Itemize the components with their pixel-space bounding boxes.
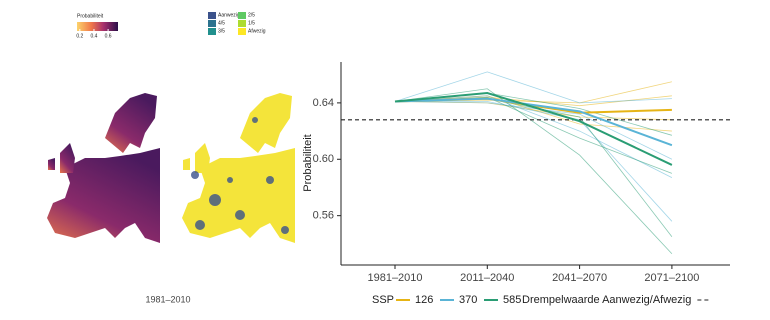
member-line — [394, 71, 672, 104]
x-tick-label: 1981–2010 — [367, 272, 422, 284]
legend-label: 126 — [415, 294, 433, 306]
colorbar-tick-label: 0.2 — [76, 33, 83, 39]
x-tick-label: 2041–2070 — [552, 272, 607, 284]
member-line — [395, 101, 673, 222]
class-legend-key — [238, 20, 246, 27]
map-class-spots — [191, 117, 289, 234]
class-legend-label: 3/5 — [218, 28, 225, 34]
legend-title: SSP — [372, 294, 394, 306]
x-tick-label: 2011–2040 — [460, 272, 514, 284]
y-tick-label: 0.56 — [313, 210, 334, 222]
class-legend-label: 2/5 — [248, 12, 255, 18]
colorbar — [77, 22, 118, 31]
x-tick-label: 2071–2100 — [644, 272, 699, 284]
class-legend-label: 1/5 — [248, 20, 255, 26]
class-legend-label: Aanwezig — [218, 12, 240, 18]
colorbar-title: Probabiliteit — [77, 13, 104, 19]
member-line — [394, 88, 673, 254]
class-legend-key — [208, 12, 216, 19]
member-line — [394, 95, 673, 178]
class-legend-key — [208, 28, 216, 35]
legend-label: Drempelwaarde Aanwezig/Afwezig — [522, 294, 691, 306]
legend-label: 370 — [459, 294, 477, 306]
member-line — [394, 101, 673, 160]
map-probability — [47, 93, 160, 243]
legend-label: 585 — [503, 294, 521, 306]
class-legend-key — [238, 28, 246, 35]
mean-line — [394, 97, 673, 147]
colorbar-tick-label: 0.6 — [105, 33, 112, 39]
y-axis-title: Probabiliteit — [302, 134, 314, 191]
y-tick-label: 0.60 — [313, 153, 334, 165]
class-legend-key — [208, 20, 216, 27]
class-legend-label: Afwezig — [248, 28, 266, 34]
colorbar-tick-label: 0.4 — [90, 33, 97, 39]
class-legend-label: 4/5 — [218, 20, 225, 26]
mean-line — [394, 92, 673, 166]
class-legend-key — [238, 12, 246, 19]
map-caption: 1981–2010 — [145, 294, 190, 304]
y-tick-label: 0.64 — [313, 97, 334, 109]
